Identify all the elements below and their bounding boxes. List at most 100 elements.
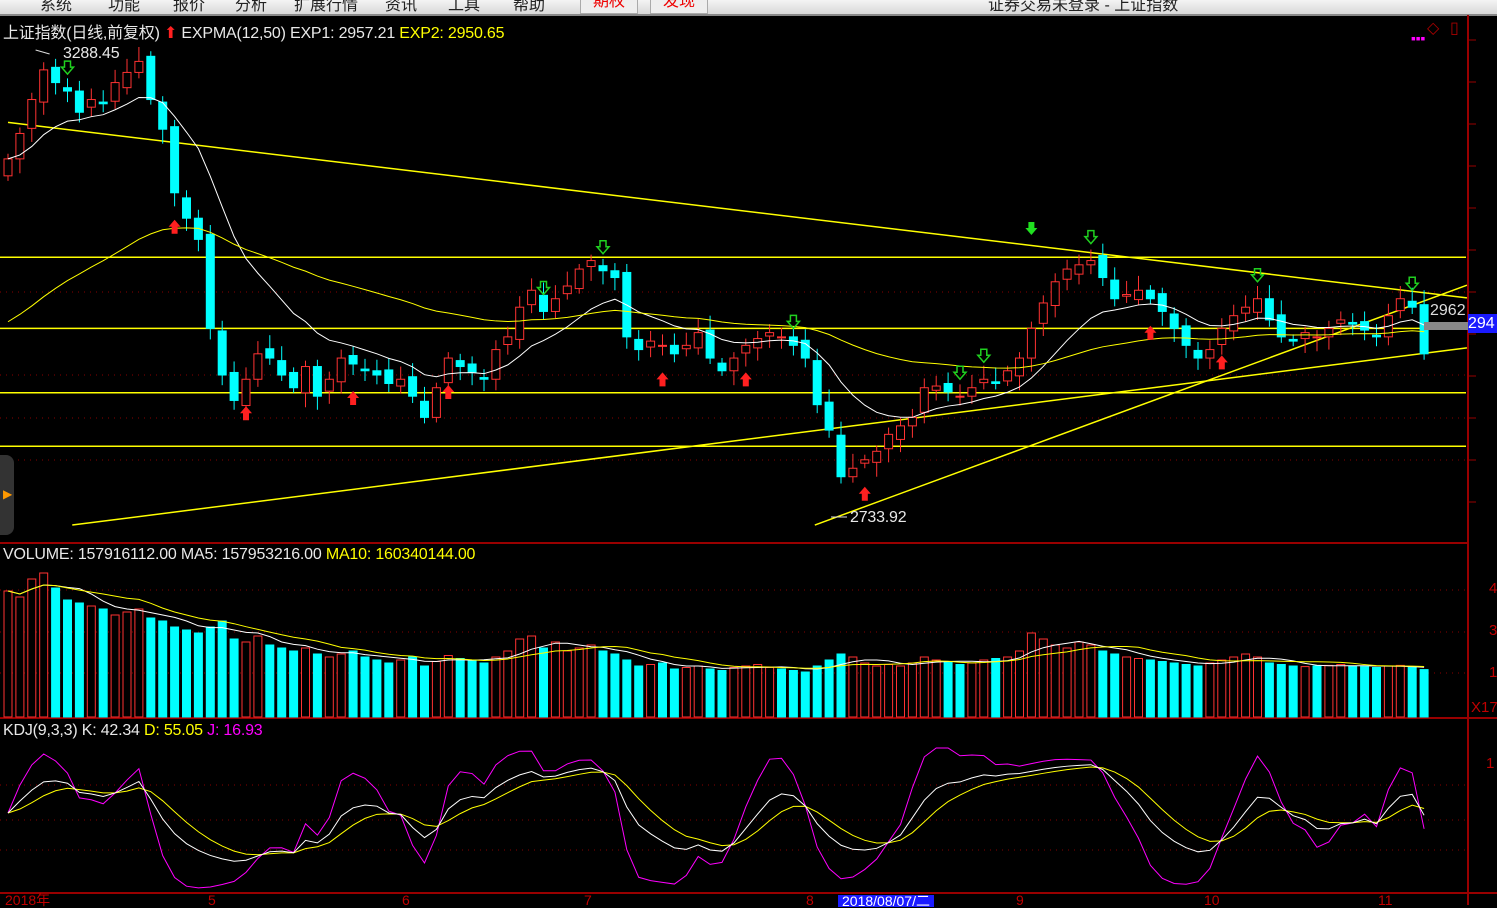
candle-up [134, 60, 144, 73]
volume-bar-up [241, 641, 251, 718]
candle-down [1276, 314, 1286, 338]
volume-ma5-line [7, 584, 1425, 670]
candle-up [3, 158, 13, 177]
volume-bar-down [717, 670, 727, 718]
volume-bar-down [1169, 662, 1179, 718]
candle-down [943, 382, 953, 393]
candle-up [848, 467, 858, 478]
candle-up [515, 306, 525, 340]
volume-bar-up [1086, 644, 1096, 718]
kdj-axis-label: 1 [1486, 755, 1495, 772]
candle-down [1157, 293, 1167, 312]
candle-down [1264, 298, 1274, 321]
volume-bar-down [610, 653, 620, 718]
volume-bar-down [205, 626, 215, 718]
menu-analysis[interactable]: 分析 [235, 0, 268, 14]
candle-up [1205, 349, 1215, 359]
candle-down [229, 371, 239, 401]
volume-bar-up [253, 635, 263, 718]
candle-up [324, 378, 334, 392]
volume-bar-up [1383, 665, 1393, 718]
volume-bar-up [741, 665, 751, 718]
discover-button[interactable]: 发现 [650, 0, 709, 14]
candle-up [550, 298, 560, 312]
menu-extended[interactable]: 扩展行情 [294, 0, 359, 14]
candle-down [1145, 289, 1155, 300]
volume-bar-down [788, 670, 798, 718]
volume-bar-up [491, 656, 501, 718]
volume-bar-down [943, 661, 953, 718]
volume-bar-down [158, 620, 168, 718]
volume-bar-down [265, 644, 275, 718]
volume-bar-down [455, 658, 465, 718]
sell-arrow-icon [1404, 276, 1420, 292]
date-label: 9 [1016, 892, 1024, 908]
candle-up [884, 433, 894, 450]
volume-bar-down [705, 668, 715, 718]
side-panel-toggle[interactable]: ▶ [0, 455, 14, 535]
more-icon[interactable]: ▪▪▪ [1411, 30, 1426, 46]
volume-bar-down [51, 587, 61, 718]
volume-bar-down [1419, 669, 1429, 718]
menu-news[interactable]: 资讯 [385, 0, 418, 14]
volume-bar-up [27, 578, 37, 718]
last-price-label: 2962 [1430, 302, 1466, 319]
volume-bar-up [765, 667, 775, 718]
volume-bar-down [634, 665, 644, 718]
candle-down [1407, 300, 1417, 308]
candle-down [455, 360, 465, 368]
menu-function[interactable]: 功能 [108, 0, 141, 14]
volume-bar-up [1074, 641, 1084, 718]
date-label: 6 [402, 892, 410, 908]
candle-down [836, 434, 846, 478]
volume-axis-label: 4 [1489, 580, 1497, 597]
volume-bar-up [1324, 664, 1334, 718]
volume-bar-down [360, 656, 370, 718]
buy-arrow-icon [347, 390, 360, 405]
kdj-k: K: 42.34 [81, 722, 140, 739]
volume-bar-down [658, 662, 667, 718]
volume-bar-up [550, 641, 560, 718]
volume-ma10: MA10: 160340144.00 [325, 546, 476, 563]
menu-help[interactable]: 帮助 [513, 0, 546, 14]
candle-down [1193, 349, 1203, 359]
candle-down [1348, 321, 1358, 325]
candle-up [527, 289, 537, 306]
candle-up [919, 387, 929, 413]
options-button[interactable]: 期权 [580, 0, 639, 14]
diamond-icon[interactable]: ◇ [1427, 20, 1440, 37]
volume-bar-up [729, 667, 739, 718]
candle-up [39, 69, 49, 103]
volume-bar-down [1145, 659, 1155, 718]
volume-bar-down [467, 659, 477, 718]
volume-bar-up [86, 605, 96, 718]
volume-bar-down [74, 602, 84, 718]
volume-bar-down [420, 665, 429, 718]
candle-up [253, 353, 263, 380]
volume-bar-up [646, 664, 656, 718]
volume-bar-up [1300, 666, 1310, 718]
volume-bar-down [384, 662, 394, 718]
panel-toggle-icon[interactable]: ▯ [1450, 20, 1459, 37]
menu-system[interactable]: 系统 [40, 0, 73, 14]
expma-label: EXPMA(12,50) [181, 25, 286, 42]
candle-down [289, 371, 299, 389]
selected-date: 2018/08/07/二 [838, 895, 934, 907]
volume-bar-down [193, 632, 203, 718]
volume-bar-down [1288, 665, 1298, 718]
volume-bar-up [1038, 638, 1048, 718]
candle-down [205, 233, 215, 329]
candle-up [301, 366, 310, 394]
candle-down [479, 377, 489, 380]
volume-bar-down [812, 665, 822, 718]
volume-bar-up [1015, 650, 1024, 718]
candle-up [872, 450, 882, 463]
volume-bar-up [1026, 632, 1036, 718]
menu-quote[interactable]: 报价 [173, 0, 206, 14]
candle-down [372, 370, 382, 376]
sell-arrow-icon [1083, 229, 1099, 245]
volume-bar-down [182, 629, 191, 718]
menu-tools[interactable]: 工具 [448, 0, 481, 14]
volume-bar-up [979, 659, 989, 718]
